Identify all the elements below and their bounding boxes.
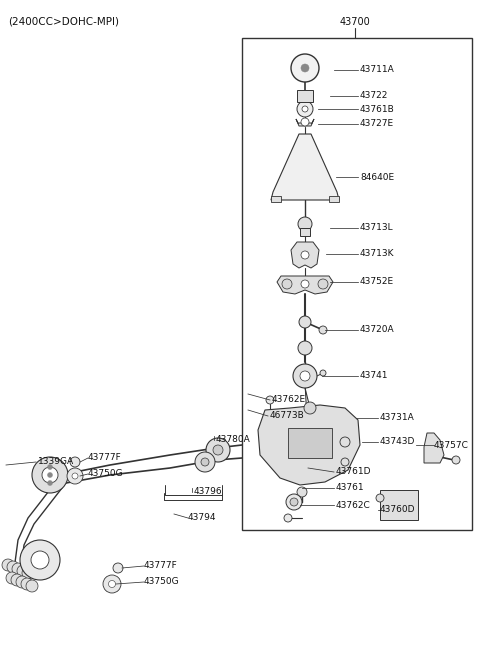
Text: 43794: 43794 <box>188 514 216 522</box>
Text: 43762E: 43762E <box>272 396 306 405</box>
Text: 43727E: 43727E <box>360 119 394 129</box>
Circle shape <box>301 280 309 288</box>
Circle shape <box>297 487 307 497</box>
Circle shape <box>195 452 215 472</box>
Text: 46773B: 46773B <box>270 411 305 420</box>
Circle shape <box>341 458 349 466</box>
Text: 43777F: 43777F <box>88 453 122 462</box>
Circle shape <box>319 326 327 334</box>
Circle shape <box>108 581 116 588</box>
Circle shape <box>113 563 123 573</box>
Text: 43711A: 43711A <box>360 66 395 75</box>
Circle shape <box>282 279 292 289</box>
Text: 43722: 43722 <box>360 91 388 100</box>
Circle shape <box>297 101 313 117</box>
Text: 43777F: 43777F <box>144 562 178 571</box>
Circle shape <box>300 371 310 381</box>
Text: (2400CC>DOHC-MPI): (2400CC>DOHC-MPI) <box>8 16 119 26</box>
Polygon shape <box>271 134 339 200</box>
Text: 43757C: 43757C <box>434 440 469 449</box>
Circle shape <box>26 580 38 592</box>
Text: 43750G: 43750G <box>88 470 124 478</box>
Polygon shape <box>296 119 314 126</box>
Circle shape <box>2 559 14 571</box>
Text: 43741: 43741 <box>360 371 388 380</box>
Circle shape <box>42 467 58 483</box>
Circle shape <box>318 279 328 289</box>
Circle shape <box>48 464 52 470</box>
Text: 43713L: 43713L <box>360 224 394 232</box>
Text: 43700: 43700 <box>340 17 371 27</box>
Polygon shape <box>291 242 319 268</box>
Circle shape <box>340 437 350 447</box>
Circle shape <box>206 438 230 462</box>
Bar <box>242 38 472 530</box>
Circle shape <box>67 468 83 484</box>
Text: 43761D: 43761D <box>336 468 372 476</box>
Circle shape <box>304 402 316 414</box>
Circle shape <box>48 480 52 485</box>
Circle shape <box>284 514 292 522</box>
Text: 43780A: 43780A <box>216 436 251 445</box>
Circle shape <box>320 370 326 376</box>
Circle shape <box>286 494 302 510</box>
Circle shape <box>301 251 309 259</box>
Circle shape <box>290 498 298 506</box>
Text: 43761: 43761 <box>336 483 365 493</box>
Bar <box>329 196 339 202</box>
Bar <box>297 90 313 102</box>
Circle shape <box>11 574 23 586</box>
Circle shape <box>32 457 68 493</box>
Circle shape <box>72 473 78 479</box>
Circle shape <box>16 576 28 588</box>
Circle shape <box>17 565 29 577</box>
Circle shape <box>299 316 311 328</box>
Circle shape <box>48 472 52 478</box>
Circle shape <box>20 540 60 580</box>
Text: 43720A: 43720A <box>360 325 395 335</box>
Circle shape <box>301 64 309 72</box>
Text: 84640E: 84640E <box>360 173 394 182</box>
Circle shape <box>31 551 49 569</box>
Text: 43762C: 43762C <box>336 501 371 510</box>
Circle shape <box>298 341 312 355</box>
Circle shape <box>70 457 80 467</box>
Polygon shape <box>277 276 333 294</box>
Polygon shape <box>424 433 444 463</box>
Circle shape <box>452 456 460 464</box>
Circle shape <box>12 563 24 575</box>
Text: 43796: 43796 <box>194 487 223 497</box>
Circle shape <box>7 561 19 573</box>
Text: 1339GA: 1339GA <box>38 457 74 466</box>
Text: 43752E: 43752E <box>360 277 394 287</box>
Circle shape <box>298 217 312 231</box>
Circle shape <box>302 106 308 112</box>
Circle shape <box>266 396 274 404</box>
Text: 43761B: 43761B <box>360 104 395 113</box>
Circle shape <box>22 567 34 579</box>
Circle shape <box>213 445 223 455</box>
Circle shape <box>201 458 209 466</box>
Circle shape <box>301 118 309 126</box>
Bar <box>380 490 418 520</box>
Text: 43713K: 43713K <box>360 249 395 258</box>
Circle shape <box>103 575 121 593</box>
Circle shape <box>376 494 384 502</box>
Text: 43743D: 43743D <box>380 438 415 447</box>
Polygon shape <box>258 405 360 485</box>
Bar <box>288 428 332 458</box>
Bar <box>300 228 310 236</box>
Bar <box>271 196 281 202</box>
Circle shape <box>21 578 33 590</box>
Text: 43760D: 43760D <box>380 506 416 514</box>
Circle shape <box>291 54 319 82</box>
Circle shape <box>6 572 18 584</box>
Text: 43750G: 43750G <box>144 577 180 586</box>
Circle shape <box>293 364 317 388</box>
Text: 43731A: 43731A <box>380 413 415 422</box>
